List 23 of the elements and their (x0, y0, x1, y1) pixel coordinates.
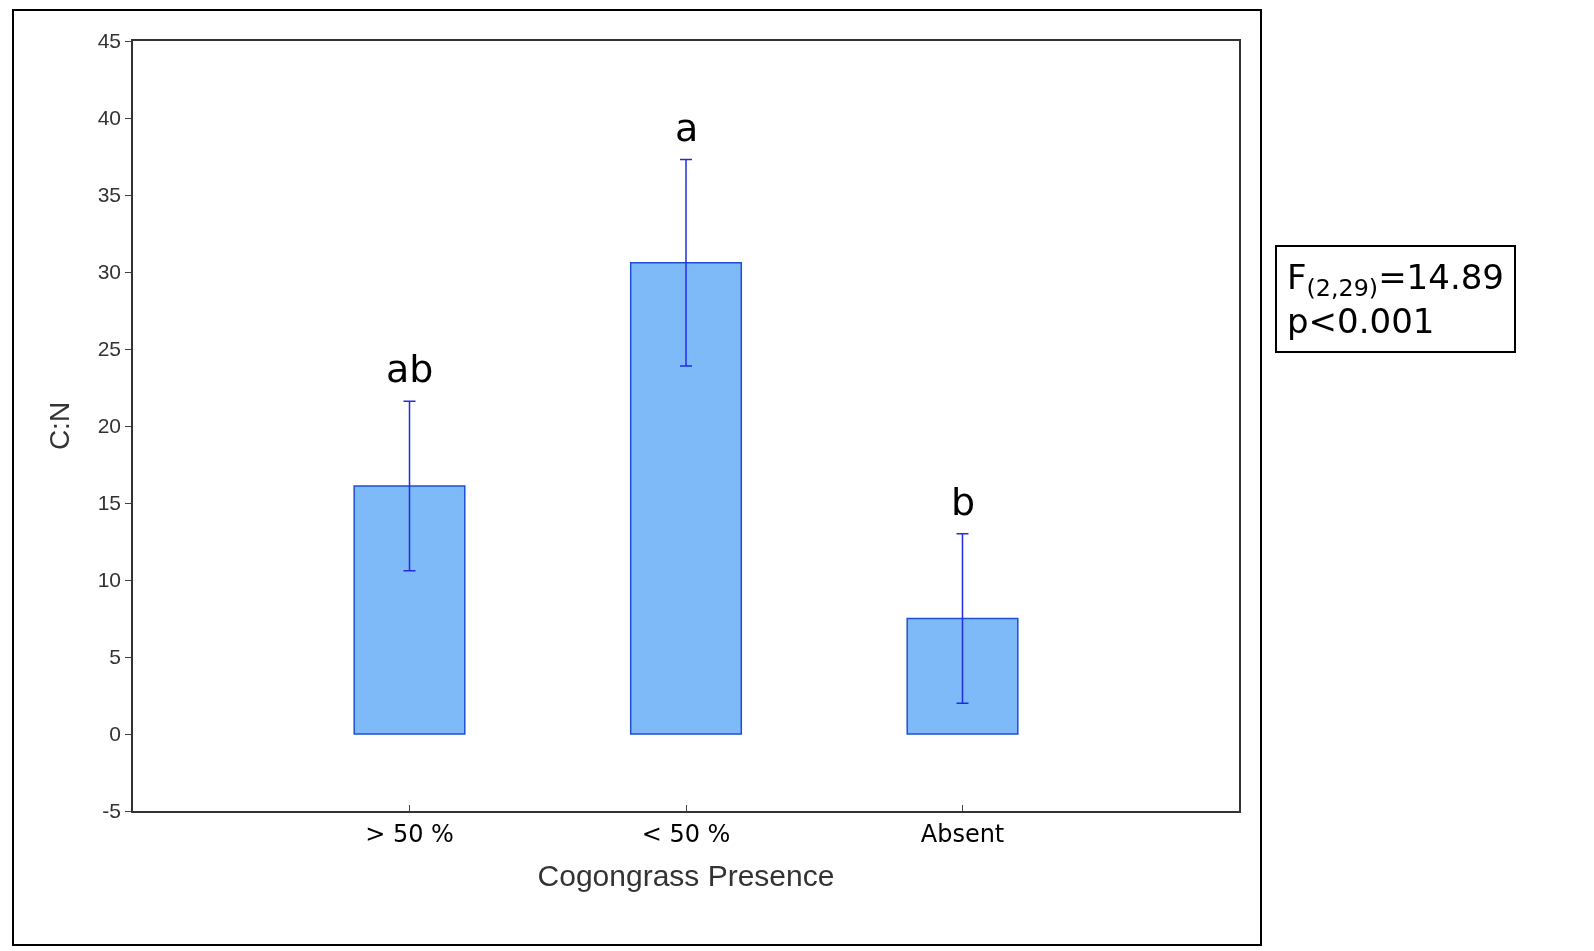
y-tick-label: 30 (97, 260, 122, 284)
y-tick-label: 5 (109, 645, 122, 669)
y-tick-label: 15 (97, 491, 122, 515)
y-tick-label: 0 (109, 722, 122, 746)
text: F$_{(2,29)}$=14.89 p<0.001 (1287, 257, 1504, 342)
bar (629, 262, 743, 735)
y-tick-label: 35 (97, 183, 122, 207)
x-tick-label: < 50 % (641, 819, 731, 848)
x-tick-label: > 50 % (365, 819, 454, 848)
annotation: a (675, 106, 699, 150)
y-tick-label: 20 (97, 414, 122, 438)
y-tick-label: 40 (97, 106, 122, 130)
y-tick-label: 25 (97, 337, 122, 361)
y-axis-title: C:N (43, 401, 75, 451)
y-tick-label: 45 (97, 29, 122, 53)
x-tick-label: Absent (920, 819, 1005, 848)
x-axis-title: Cogongrass Presence (537, 858, 835, 892)
annotation: ab (386, 347, 434, 391)
bar (906, 617, 1019, 735)
y-tick-label: 10 (97, 568, 122, 592)
annotation: b (951, 480, 976, 524)
y-tick-label: -5 (102, 799, 122, 823)
bar (353, 485, 466, 735)
